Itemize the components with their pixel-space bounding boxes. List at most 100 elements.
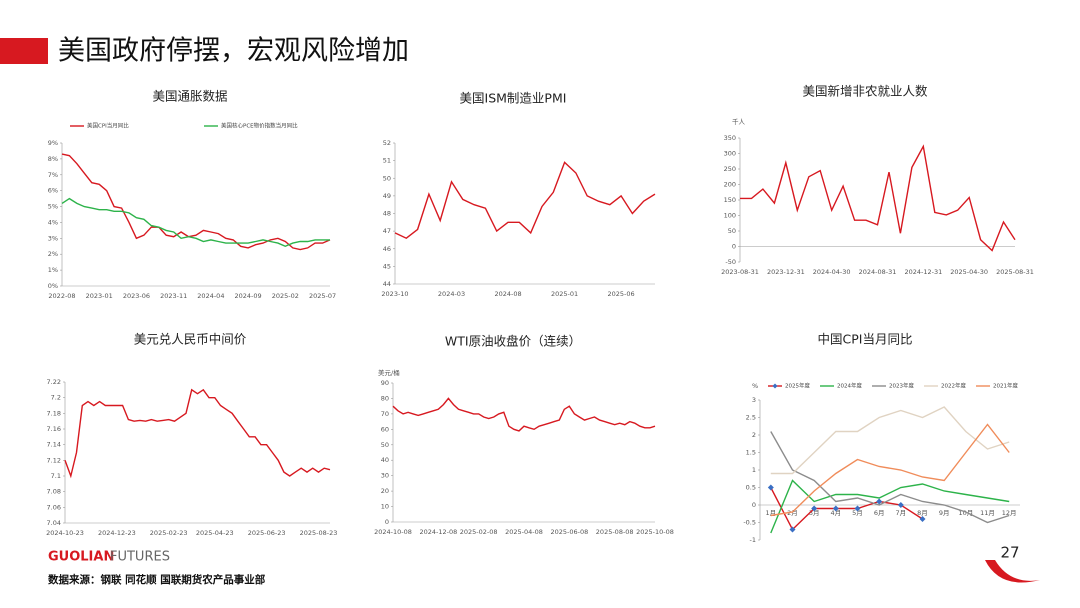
y-tick-label: 10 [381, 503, 389, 511]
series-line [61, 153, 331, 251]
y-tick-label: 2.5 [746, 414, 756, 422]
y-tick-label: 150 [724, 196, 736, 204]
chart-title: 美元兑人民币中间价 [134, 332, 247, 347]
legend-label: 2022年度 [941, 382, 966, 390]
logo-main: GUOLIAN [48, 550, 114, 565]
x-tick-label: 2023-12-31 [767, 268, 805, 276]
y-tick-label: 45 [383, 262, 391, 270]
y-tick-label: 7.04 [47, 519, 61, 527]
x-tick-label: 2025-02 [272, 292, 299, 300]
x-tick-label: 3月 [809, 509, 820, 517]
y-tick-label: 1 [752, 466, 756, 474]
x-tick-label: 2025-06 [608, 290, 635, 298]
title-bar [0, 38, 48, 64]
y-tick-label: 50 [383, 174, 391, 182]
series-line [740, 144, 1016, 252]
x-tick-label: 2025-06-08 [550, 528, 588, 536]
series-line [770, 406, 1010, 475]
x-tick-label: 2024-12-08 [419, 528, 457, 536]
y-tick-label: 7.12 [47, 456, 61, 464]
x-tick-label: 2022-08 [48, 292, 75, 300]
x-tick-label: 12月 [1002, 509, 1017, 517]
y-tick-label: 44 [383, 280, 391, 288]
x-tick-label: 4月 [831, 509, 842, 517]
x-tick-label: 2024-10-23 [46, 529, 84, 537]
y-tick-label: 8% [48, 155, 58, 163]
x-tick-label: 2023-10 [381, 290, 408, 298]
x-tick-label: 2025-06-23 [248, 529, 286, 537]
point-marker [811, 505, 818, 512]
x-tick-label: 2024-10-08 [374, 528, 412, 536]
y-tick-label: 0 [752, 501, 756, 509]
y-tick-label: 6% [48, 187, 58, 195]
y-unit: 美元/桶 [378, 368, 400, 377]
y-tick-label: 1.5 [746, 449, 756, 457]
y-tick-label: 50 [381, 441, 389, 449]
chart-title: 美国ISM制造业PMI [460, 91, 567, 106]
x-tick-label: 7月 [896, 509, 907, 517]
y-tick-label: 300 [724, 150, 736, 158]
x-tick-label: 2023-08-31 [721, 268, 759, 276]
y-tick-label: 7.14 [47, 441, 61, 449]
y-tick-label: 49 [383, 192, 391, 200]
y-tick-label: -50 [725, 258, 736, 266]
source-note: 数据来源：钢联 同花顺 国联期货农产品事业部 [47, 573, 266, 586]
chart-title: 美国新增非农就业人数 [802, 84, 928, 99]
y-tick-label: 100 [724, 212, 736, 220]
x-tick-label: 2025-10-08 [636, 528, 674, 536]
series-line [770, 479, 1010, 534]
x-tick-label: 2025-08-08 [596, 528, 634, 536]
x-tick-label: 2025-02-23 [150, 529, 188, 537]
x-tick-label: 11月 [980, 509, 995, 517]
point-marker [919, 516, 926, 522]
x-tick-label: 2月 [787, 509, 798, 517]
series-line [394, 161, 656, 240]
y-tick-label: 3% [48, 234, 58, 242]
x-tick-label: 10月 [958, 509, 973, 517]
x-tick-label: 2025-01 [551, 290, 578, 298]
y-tick-label: 7.16 [47, 425, 61, 433]
x-tick-label: 9月 [939, 509, 950, 517]
x-tick-label: 2024-08 [494, 290, 521, 298]
y-tick-label: 350 [724, 134, 736, 142]
x-tick-label: 2023-06 [123, 292, 150, 300]
legend-label: 2023年度 [889, 382, 914, 390]
legend-label: 2025年度 [785, 382, 810, 390]
y-tick-label: 7% [48, 171, 58, 179]
y-tick-label: 40 [381, 456, 389, 464]
point-marker [789, 526, 796, 533]
y-tick-label: 2% [48, 250, 58, 258]
y-tick-label: -1 [750, 536, 756, 544]
y-tick-label: -0.5 [743, 519, 756, 527]
y-tick-label: 9% [48, 139, 58, 147]
y-tick-label: 1% [48, 266, 58, 274]
page-number: 27 [1000, 544, 1019, 562]
y-tick-label: 90 [381, 379, 389, 387]
y-tick-label: 48 [383, 210, 391, 218]
y-tick-label: 30 [381, 472, 389, 480]
x-tick-label: 2024-09 [235, 292, 262, 300]
y-tick-label: 50 [728, 227, 736, 235]
y-tick-label: 70 [381, 410, 389, 418]
point-marker [854, 505, 861, 512]
x-tick-label: 2024-12-23 [98, 529, 136, 537]
x-tick-label: 2023-01 [86, 292, 113, 300]
y-tick-label: 47 [383, 227, 391, 235]
x-tick-label: 2025-04-30 [950, 268, 988, 276]
y-tick-label: 0 [732, 243, 736, 251]
chart-title: WTI原油收盘价（连续） [445, 334, 581, 349]
y-tick-label: 0% [48, 282, 58, 290]
y-tick-label: 0 [385, 518, 389, 526]
x-tick-label: 2023-11 [160, 292, 187, 300]
slide-title: 美国政府停摆，宏观风险增加 [58, 36, 409, 67]
y-tick-label: 7.1 [51, 472, 61, 480]
series-line [64, 388, 331, 479]
y-tick-label: 250 [724, 165, 736, 173]
series-line [770, 423, 1010, 517]
y-tick-label: 51 [383, 157, 391, 165]
x-tick-label: 2024-08-31 [859, 268, 897, 276]
series-line [61, 197, 330, 248]
y-unit: % [752, 382, 758, 390]
y-tick-label: 60 [381, 425, 389, 433]
